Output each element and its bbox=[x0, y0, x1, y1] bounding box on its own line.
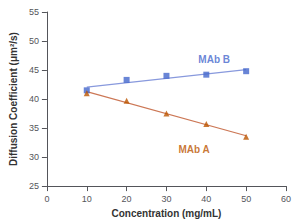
svg-text:Concentration (mg/mL): Concentration (mg/mL) bbox=[111, 208, 221, 219]
svg-text:45: 45 bbox=[29, 65, 39, 75]
svg-text:0: 0 bbox=[44, 194, 49, 204]
svg-text:50: 50 bbox=[29, 36, 39, 46]
svg-text:10: 10 bbox=[82, 194, 92, 204]
svg-text:40: 40 bbox=[201, 194, 211, 204]
svg-text:55: 55 bbox=[29, 7, 39, 17]
svg-text:25: 25 bbox=[29, 181, 39, 191]
svg-text:35: 35 bbox=[29, 123, 39, 133]
svg-text:MAb A: MAb A bbox=[178, 144, 209, 155]
svg-text:30: 30 bbox=[161, 194, 171, 204]
svg-text:Diffusion Coefficient (μm²/s): Diffusion Coefficient (μm²/s) bbox=[8, 32, 19, 166]
svg-text:MAb B: MAb B bbox=[198, 54, 230, 65]
svg-text:60: 60 bbox=[281, 194, 291, 204]
svg-text:20: 20 bbox=[122, 194, 132, 204]
svg-text:40: 40 bbox=[29, 94, 39, 104]
svg-text:50: 50 bbox=[241, 194, 251, 204]
svg-text:30: 30 bbox=[29, 152, 39, 162]
